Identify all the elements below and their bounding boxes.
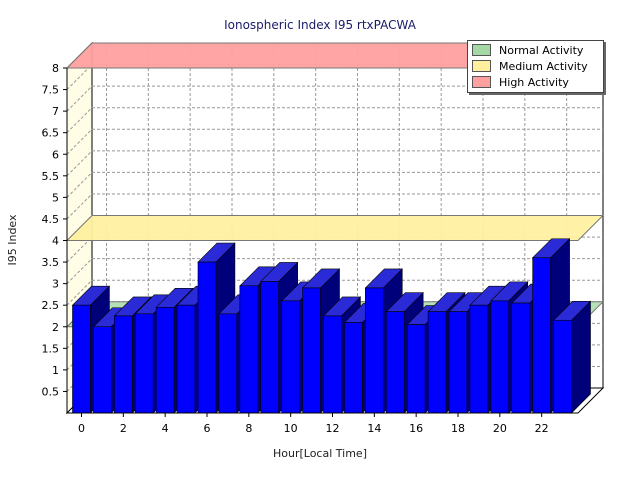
y-tick-label: 3 (52, 278, 59, 291)
x-tick-label: 18 (451, 422, 465, 435)
bar-front (176, 304, 196, 414)
y-tick-label: 2.5 (42, 299, 60, 312)
y-tick-label: 6.5 (42, 127, 60, 140)
x-tick-label: 2 (120, 422, 127, 435)
grid-line-y-side (66, 85, 93, 112)
legend-item-normal: Normal Activity (472, 42, 603, 58)
y-tick-label: 4.5 (42, 213, 60, 226)
grid-line-y-side (66, 107, 93, 134)
bar-series (71, 238, 592, 414)
y-tick-label: 0.5 (42, 385, 60, 398)
grid-line-y-side (66, 128, 93, 155)
bar-front (155, 307, 175, 414)
bar-front (197, 261, 217, 414)
y-tick-label: 8 (52, 62, 59, 75)
grid-line-y-side (66, 193, 93, 220)
bar-front (323, 315, 342, 414)
bar-front (532, 257, 551, 414)
legend-label-medium: Medium Activity (499, 59, 588, 73)
bar-front (72, 304, 91, 414)
legend: Normal Activity Medium Activity High Act… (467, 40, 604, 93)
grid-line-y-side (66, 64, 93, 90)
x-tick-label: 6 (204, 422, 211, 435)
grid-line-y-side (66, 172, 93, 198)
bar-front (260, 281, 279, 414)
grid-line-y-side (66, 279, 93, 306)
legend-label-normal: Normal Activity (499, 43, 584, 57)
bar-front (427, 311, 447, 414)
grid-line-y-side (66, 236, 93, 263)
y-tick-label: 5 (52, 191, 59, 204)
y-tick-label: 4 (52, 235, 59, 248)
legend-item-high: High Activity (472, 74, 603, 90)
y-tick-label: 1 (52, 364, 59, 377)
x-tick-label: 22 (535, 422, 549, 435)
y-tick-label: 6 (52, 148, 59, 161)
bar-side (571, 300, 591, 414)
bar (552, 300, 592, 414)
band-medium (65, 215, 605, 241)
chart-title: Ionospheric Index I95 rtxPACWA (224, 18, 416, 32)
bar-front (553, 319, 572, 414)
bar-front (281, 300, 300, 414)
x-tick-label: 20 (493, 422, 507, 435)
bar-front (511, 302, 530, 414)
legend-item-medium: Medium Activity (472, 58, 603, 74)
bar-front (302, 287, 321, 414)
x-tick-label: 12 (326, 422, 340, 435)
legend-swatch-medium (472, 60, 491, 72)
y-tick-label: 7.5 (42, 84, 60, 97)
bar-front (218, 313, 238, 414)
legend-swatch-normal (472, 44, 491, 56)
x-tick-label: 14 (367, 422, 381, 435)
grid-line-y-side (66, 150, 93, 177)
y-tick-label: 1.5 (42, 342, 60, 355)
y-tick-label: 3.5 (42, 256, 60, 269)
chart-axes: 0.5 1 1.5 2 2.5 3 3.5 4 4.5 5 5.5 6 6.5 7 7.5 8 0 2 4 6 8 10 1… (42, 62, 578, 435)
bar-front (365, 287, 384, 414)
legend-label-high: High Activity (499, 75, 569, 89)
y-axis-label: I95 Index (6, 214, 19, 266)
bar-front (134, 313, 154, 414)
x-tick-label: 16 (409, 422, 423, 435)
y-tick-label: 2 (52, 321, 59, 334)
y-tick-label: 7 (52, 105, 59, 118)
bar-front (385, 311, 405, 414)
bar-front (490, 300, 510, 414)
x-tick-label: 8 (245, 422, 252, 435)
y-tick-label: 5.5 (42, 170, 60, 183)
grid-line-y-side (66, 258, 93, 284)
bar-front (93, 326, 112, 414)
legend-swatch-high (472, 76, 491, 88)
x-tick-label: 0 (78, 422, 85, 435)
bar-front (448, 311, 468, 414)
bar-front (114, 315, 133, 414)
bar-front (406, 324, 426, 414)
x-tick-label: 4 (162, 422, 169, 435)
bar-front (239, 285, 259, 414)
x-axis-label: Hour[Local Time] (272, 447, 367, 460)
bar-front (344, 322, 363, 414)
x-tick-label: 10 (284, 422, 298, 435)
bar-front (469, 304, 489, 414)
